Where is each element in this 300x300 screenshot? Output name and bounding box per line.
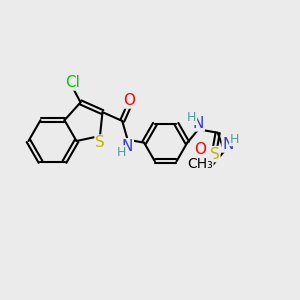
Text: H: H xyxy=(116,146,126,159)
Text: S: S xyxy=(210,147,220,162)
Text: O: O xyxy=(194,142,206,158)
Text: H: H xyxy=(187,111,196,124)
Text: Cl: Cl xyxy=(65,75,80,90)
Text: S: S xyxy=(95,135,105,150)
Text: CH₃: CH₃ xyxy=(187,158,213,172)
Text: N: N xyxy=(193,116,204,131)
Text: H: H xyxy=(230,133,239,146)
Text: O: O xyxy=(123,93,135,108)
Text: N: N xyxy=(122,139,133,154)
Text: N: N xyxy=(222,137,234,152)
